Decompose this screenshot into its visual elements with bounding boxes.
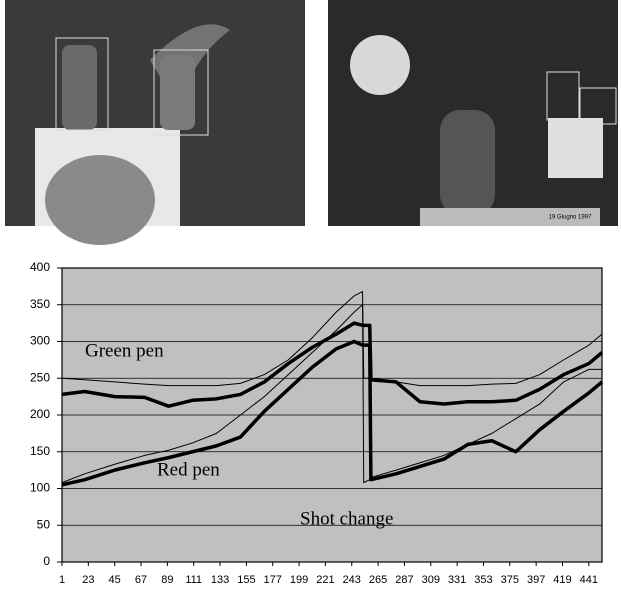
y-tick-label: 300 bbox=[30, 334, 50, 348]
photo-caption: 19 Giugno 1997 bbox=[549, 215, 592, 221]
y-tick-label: 400 bbox=[30, 260, 50, 274]
x-tick-label: 23 bbox=[82, 574, 94, 586]
y-tick-label: 50 bbox=[37, 517, 51, 531]
annotation: Red pen bbox=[157, 459, 220, 480]
x-tick-label: 419 bbox=[553, 574, 571, 586]
x-tick-label: 133 bbox=[211, 574, 229, 586]
annotation: Shot change bbox=[300, 508, 393, 529]
x-tick-label: 221 bbox=[316, 574, 334, 586]
annotation: Green pen bbox=[85, 340, 164, 361]
x-tick-label: 155 bbox=[237, 574, 255, 586]
x-tick-label: 89 bbox=[161, 574, 173, 586]
y-tick-label: 200 bbox=[30, 407, 50, 421]
x-tick-label: 397 bbox=[527, 574, 545, 586]
x-tick-label: 331 bbox=[448, 574, 466, 586]
x-tick-label: 111 bbox=[185, 574, 202, 586]
x-tick-label: 287 bbox=[395, 574, 413, 586]
x-tick-label: 375 bbox=[501, 574, 519, 586]
y-tick-label: 100 bbox=[30, 481, 50, 495]
x-tick-label: 67 bbox=[135, 574, 147, 586]
x-tick-label: 441 bbox=[580, 574, 598, 586]
x-tick-label: 265 bbox=[369, 574, 387, 586]
y-tick-label: 250 bbox=[30, 370, 50, 384]
x-tick-label: 199 bbox=[290, 574, 308, 586]
photo-left bbox=[5, 0, 305, 245]
x-tick-label: 243 bbox=[343, 574, 361, 586]
y-tick-label: 0 bbox=[43, 554, 50, 568]
x-tick-label: 1 bbox=[59, 574, 65, 586]
y-tick-label: 150 bbox=[30, 444, 50, 458]
x-tick-label: 177 bbox=[264, 574, 282, 586]
chart: 0 50 100 150 200 250 300 350 400 1 23 45 67 89 111 133 1… bbox=[30, 260, 602, 586]
y-tick-label: 350 bbox=[30, 297, 50, 311]
x-tick-label: 309 bbox=[422, 574, 440, 586]
figure: 19 Giugno 1997 0 50 100 150 200 250 300 350 400 1… bbox=[0, 0, 621, 592]
x-tick-label: 45 bbox=[109, 574, 121, 586]
photo-right: 19 Giugno 1997 bbox=[328, 0, 618, 226]
x-tick-label: 353 bbox=[474, 574, 492, 586]
